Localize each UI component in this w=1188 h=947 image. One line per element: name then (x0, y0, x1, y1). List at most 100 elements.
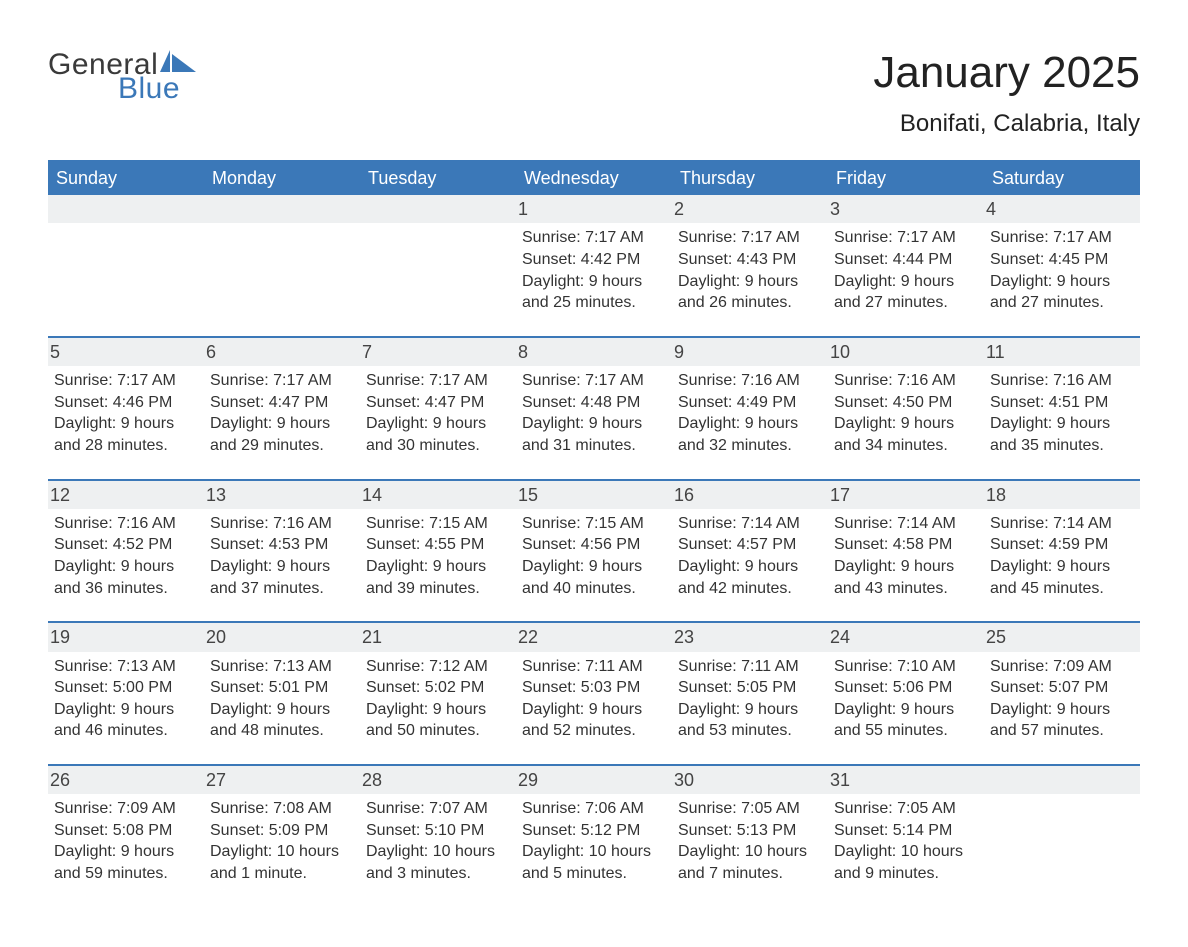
day-detail-line: Daylight: 9 hours (522, 271, 666, 293)
day-detail-line: Sunset: 5:05 PM (678, 677, 822, 699)
calendar-day-cell: 15Sunrise: 7:15 AMSunset: 4:56 PMDayligh… (516, 480, 672, 623)
calendar-week-row: 12Sunrise: 7:16 AMSunset: 4:52 PMDayligh… (48, 480, 1140, 623)
day-detail-line: Sunrise: 7:11 AM (678, 656, 822, 678)
day-detail-line: Sunset: 5:02 PM (366, 677, 510, 699)
day-number (204, 195, 360, 223)
day-details: Sunrise: 7:09 AMSunset: 5:07 PMDaylight:… (988, 656, 1136, 742)
day-number: 25 (984, 623, 1140, 651)
day-detail-line: Daylight: 9 hours (210, 699, 354, 721)
day-details: Sunrise: 7:16 AMSunset: 4:53 PMDaylight:… (208, 513, 356, 599)
day-detail-line: and 46 minutes. (54, 720, 198, 742)
calendar-day-cell: 6Sunrise: 7:17 AMSunset: 4:47 PMDaylight… (204, 337, 360, 480)
day-number: 8 (516, 338, 672, 366)
calendar-body: 1Sunrise: 7:17 AMSunset: 4:42 PMDaylight… (48, 195, 1140, 906)
day-number: 3 (828, 195, 984, 223)
day-detail-line: Daylight: 9 hours (522, 413, 666, 435)
day-detail-line: and 32 minutes. (678, 435, 822, 457)
day-details: Sunrise: 7:06 AMSunset: 5:12 PMDaylight:… (520, 798, 668, 884)
day-detail-line: Sunset: 5:07 PM (990, 677, 1134, 699)
day-details: Sunrise: 7:16 AMSunset: 4:50 PMDaylight:… (832, 370, 980, 456)
calendar-page: General Blue January 2025 Bonifati, Cala… (0, 0, 1188, 947)
calendar-week-row: 5Sunrise: 7:17 AMSunset: 4:46 PMDaylight… (48, 337, 1140, 480)
day-number: 4 (984, 195, 1140, 223)
day-detail-line: and 45 minutes. (990, 578, 1134, 600)
calendar-day-cell: 20Sunrise: 7:13 AMSunset: 5:01 PMDayligh… (204, 622, 360, 765)
day-detail-line: Sunrise: 7:17 AM (678, 227, 822, 249)
day-details: Sunrise: 7:12 AMSunset: 5:02 PMDaylight:… (364, 656, 512, 742)
day-header: Tuesday (360, 161, 516, 195)
day-detail-line: and 29 minutes. (210, 435, 354, 457)
day-detail-line: Daylight: 9 hours (990, 413, 1134, 435)
day-details: Sunrise: 7:17 AMSunset: 4:48 PMDaylight:… (520, 370, 668, 456)
page-header: General Blue January 2025 Bonifati, Cala… (48, 50, 1140, 138)
day-detail-line: Sunset: 4:47 PM (366, 392, 510, 414)
day-header: Friday (828, 161, 984, 195)
day-detail-line: Sunset: 4:52 PM (54, 534, 198, 556)
day-detail-line: Sunrise: 7:15 AM (366, 513, 510, 535)
calendar-day-cell: 14Sunrise: 7:15 AMSunset: 4:55 PMDayligh… (360, 480, 516, 623)
day-details: Sunrise: 7:17 AMSunset: 4:47 PMDaylight:… (364, 370, 512, 456)
day-detail-line: Sunset: 5:01 PM (210, 677, 354, 699)
day-details: Sunrise: 7:11 AMSunset: 5:05 PMDaylight:… (676, 656, 824, 742)
day-detail-line: and 50 minutes. (366, 720, 510, 742)
calendar-day-cell: 7Sunrise: 7:17 AMSunset: 4:47 PMDaylight… (360, 337, 516, 480)
day-detail-line: and 31 minutes. (522, 435, 666, 457)
calendar-day-cell (360, 195, 516, 337)
day-details: Sunrise: 7:17 AMSunset: 4:43 PMDaylight:… (676, 227, 824, 313)
day-detail-line: Sunrise: 7:12 AM (366, 656, 510, 678)
day-number: 24 (828, 623, 984, 651)
day-detail-line: and 30 minutes. (366, 435, 510, 457)
day-detail-line: Daylight: 9 hours (834, 271, 978, 293)
day-details: Sunrise: 7:16 AMSunset: 4:52 PMDaylight:… (52, 513, 200, 599)
calendar-day-cell: 24Sunrise: 7:10 AMSunset: 5:06 PMDayligh… (828, 622, 984, 765)
calendar-day-cell: 18Sunrise: 7:14 AMSunset: 4:59 PMDayligh… (984, 480, 1140, 623)
day-detail-line: Sunrise: 7:14 AM (990, 513, 1134, 535)
day-detail-line: Sunrise: 7:14 AM (678, 513, 822, 535)
calendar-day-cell: 4Sunrise: 7:17 AMSunset: 4:45 PMDaylight… (984, 195, 1140, 337)
day-detail-line: Daylight: 9 hours (678, 699, 822, 721)
day-detail-line: and 7 minutes. (678, 863, 822, 885)
day-number: 1 (516, 195, 672, 223)
calendar-day-cell: 10Sunrise: 7:16 AMSunset: 4:50 PMDayligh… (828, 337, 984, 480)
day-detail-line: Sunrise: 7:05 AM (834, 798, 978, 820)
day-number (48, 195, 204, 223)
day-detail-line: Daylight: 9 hours (366, 699, 510, 721)
day-detail-line: Daylight: 9 hours (210, 556, 354, 578)
day-detail-line: and 40 minutes. (522, 578, 666, 600)
day-detail-line: and 34 minutes. (834, 435, 978, 457)
day-detail-line: Sunrise: 7:17 AM (210, 370, 354, 392)
day-details: Sunrise: 7:15 AMSunset: 4:56 PMDaylight:… (520, 513, 668, 599)
day-number: 30 (672, 766, 828, 794)
day-details: Sunrise: 7:05 AMSunset: 5:14 PMDaylight:… (832, 798, 980, 884)
day-header: Monday (204, 161, 360, 195)
day-detail-line: Sunset: 4:48 PM (522, 392, 666, 414)
calendar-day-cell: 22Sunrise: 7:11 AMSunset: 5:03 PMDayligh… (516, 622, 672, 765)
calendar-day-cell (48, 195, 204, 337)
calendar-week-row: 19Sunrise: 7:13 AMSunset: 5:00 PMDayligh… (48, 622, 1140, 765)
logo: General Blue (48, 50, 196, 104)
day-details: Sunrise: 7:08 AMSunset: 5:09 PMDaylight:… (208, 798, 356, 884)
day-detail-line: and 55 minutes. (834, 720, 978, 742)
day-detail-line: Sunset: 5:13 PM (678, 820, 822, 842)
day-detail-line: Daylight: 10 hours (210, 841, 354, 863)
calendar-day-cell: 2Sunrise: 7:17 AMSunset: 4:43 PMDaylight… (672, 195, 828, 337)
day-header: Wednesday (516, 161, 672, 195)
logo-flag-icon (160, 50, 196, 72)
day-detail-line: Sunrise: 7:16 AM (678, 370, 822, 392)
day-detail-line: Sunset: 4:58 PM (834, 534, 978, 556)
day-number: 5 (48, 338, 204, 366)
day-detail-line: Daylight: 9 hours (990, 556, 1134, 578)
day-detail-line: and 35 minutes. (990, 435, 1134, 457)
day-number: 26 (48, 766, 204, 794)
calendar-week-row: 26Sunrise: 7:09 AMSunset: 5:08 PMDayligh… (48, 765, 1140, 907)
day-detail-line: and 27 minutes. (990, 292, 1134, 314)
day-detail-line: Sunrise: 7:11 AM (522, 656, 666, 678)
day-detail-line: Sunrise: 7:16 AM (834, 370, 978, 392)
day-detail-line: Sunset: 5:12 PM (522, 820, 666, 842)
day-detail-line: Daylight: 9 hours (54, 413, 198, 435)
day-detail-line: Daylight: 9 hours (834, 556, 978, 578)
day-detail-line: Daylight: 9 hours (366, 556, 510, 578)
day-detail-line: and 3 minutes. (366, 863, 510, 885)
day-detail-line: Sunrise: 7:17 AM (834, 227, 978, 249)
day-detail-line: Sunset: 4:42 PM (522, 249, 666, 271)
